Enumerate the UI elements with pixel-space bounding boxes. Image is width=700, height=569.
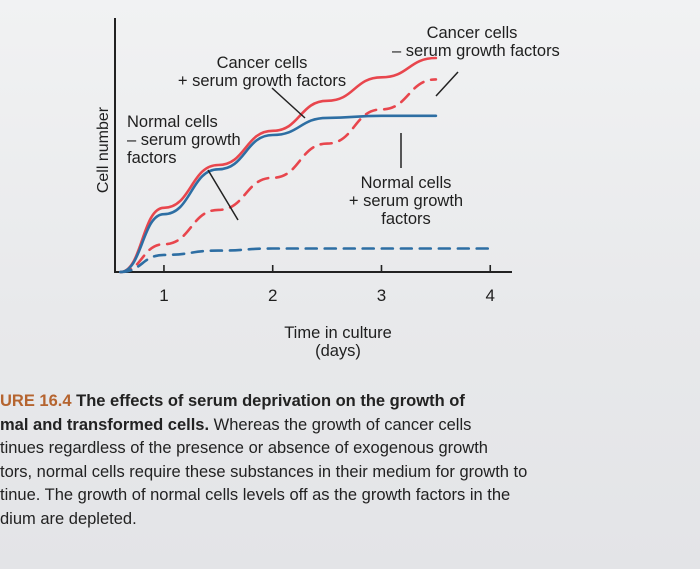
series-line-4 [119, 247, 497, 274]
series-line-1 [119, 56, 438, 274]
caption-line-6: dium are depleted. [0, 509, 137, 528]
series-line-3 [119, 114, 438, 274]
leader-cancer-minus [435, 71, 459, 97]
x-tick-label-4: 4 [485, 286, 495, 305]
annotation-normal-minus: Normal cells – serum growth factors [127, 113, 241, 167]
caption-line-5: tinue. The growth of normal cells levels… [0, 486, 511, 505]
annotation-cancer-plus: Cancer cells + serum growth factors [177, 54, 347, 90]
annotation-cancer-minus: Cancer cells – serum growth factors [392, 24, 560, 60]
caption-line-2: mal and transformed cells. Whereas the g… [0, 414, 700, 438]
caption-figure-number: URE 16.4 [0, 392, 72, 410]
caption-title-part-2: mal and transformed cells. [0, 415, 210, 434]
x-tick-label-2: 2 [267, 286, 278, 305]
y-axis-label: Cell number [95, 106, 112, 194]
figure-caption: URE 16.4 The effects of serum deprivatio… [0, 390, 700, 532]
x-tick-label-3: 3 [376, 286, 387, 305]
caption-line-4: tors, normal cells require these substan… [0, 462, 528, 481]
caption-line-1: URE 16.4 The effects of serum deprivatio… [0, 390, 700, 414]
caption-title-part-1: The effects of serum deprivation on the … [71, 392, 465, 410]
chart [114, 18, 512, 274]
x-axis-label: Time in culture (days) [284, 324, 392, 360]
annotation-normal-plus: Normal cells + serum growth factors [348, 174, 464, 228]
caption-line-3: tinues regardless of the presence or abs… [0, 439, 488, 458]
leader-cancer-plus [271, 87, 306, 119]
x-tick-label-1: 1 [159, 286, 169, 305]
caption-text-part-1: Whereas the growth of cancer cells [209, 415, 472, 434]
leader-normal-minus [207, 169, 239, 221]
